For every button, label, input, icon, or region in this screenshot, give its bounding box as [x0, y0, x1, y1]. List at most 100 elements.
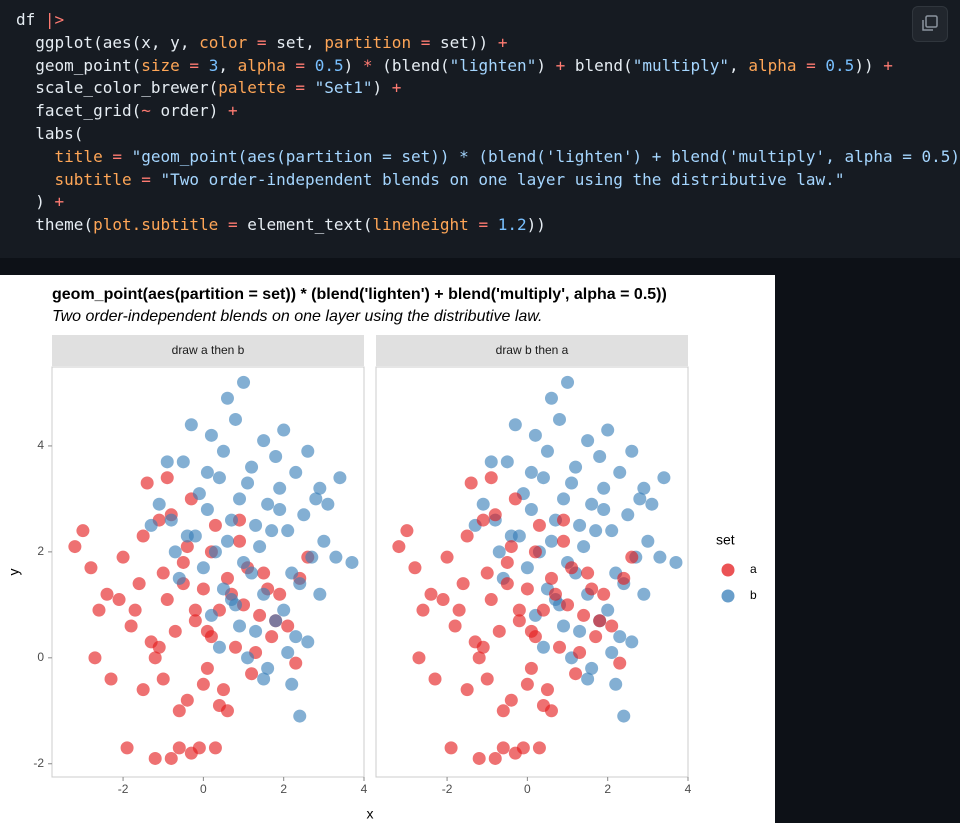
point [188, 614, 202, 628]
point [540, 444, 554, 458]
point [184, 418, 198, 432]
point [573, 518, 587, 532]
x-tick-label: 4 [685, 782, 692, 796]
chart-title: geom_point(aes(partition = set)) * (blen… [52, 286, 667, 303]
point [524, 465, 538, 479]
point [160, 471, 174, 485]
point [484, 593, 498, 607]
point [224, 513, 238, 527]
point [456, 577, 470, 591]
point [593, 450, 607, 464]
point [416, 603, 430, 617]
point [625, 444, 639, 458]
point [345, 555, 359, 569]
point [321, 497, 335, 511]
copy-button[interactable] [912, 6, 948, 42]
point [561, 375, 575, 389]
point [496, 741, 510, 755]
point [569, 460, 583, 474]
point [216, 444, 230, 458]
point [400, 524, 414, 538]
point [136, 529, 150, 543]
x-tick-label: -2 [442, 782, 453, 796]
point [601, 603, 615, 617]
point [204, 428, 218, 442]
point [653, 550, 667, 564]
point [136, 683, 150, 697]
x-axis-title: x [367, 806, 374, 822]
point [200, 502, 214, 516]
point [88, 651, 102, 665]
point [577, 608, 591, 622]
point [641, 534, 655, 548]
legend-swatch [721, 589, 735, 603]
legend-label: b [750, 588, 757, 602]
point [208, 518, 222, 532]
point [597, 481, 611, 495]
point [605, 646, 619, 660]
point [557, 534, 571, 548]
point [452, 603, 466, 617]
y-tick-label: 4 [37, 438, 44, 452]
point [116, 550, 130, 564]
point [208, 741, 222, 755]
point [212, 698, 226, 712]
point [216, 582, 230, 596]
point [512, 614, 526, 628]
point [581, 434, 595, 448]
point [488, 751, 502, 765]
point [245, 667, 259, 681]
point [617, 571, 631, 585]
point [504, 529, 518, 543]
point [261, 497, 275, 511]
point [524, 502, 538, 516]
point [601, 423, 615, 437]
point [484, 471, 498, 485]
point [428, 672, 442, 686]
point [637, 481, 651, 495]
point [613, 630, 627, 644]
point [313, 587, 327, 601]
point [573, 624, 587, 638]
point [544, 571, 558, 585]
code-line: subtitle = "Two order-independent blends… [54, 169, 845, 189]
point [536, 603, 550, 617]
point [301, 635, 315, 649]
y-tick-label: 0 [37, 650, 44, 664]
point [557, 492, 571, 506]
point [253, 608, 267, 622]
point [237, 375, 251, 389]
point [553, 640, 567, 654]
point [605, 619, 619, 633]
legend-label: a [750, 562, 757, 576]
point [524, 661, 538, 675]
point [84, 561, 98, 575]
point [220, 571, 234, 585]
point [597, 502, 611, 516]
legend-swatch [721, 563, 735, 577]
facet-strip [52, 335, 364, 366]
point [392, 540, 406, 554]
code-line: df |> [16, 10, 65, 29]
code-block: df |> ggplot(aes(x, y, color = set, part… [0, 0, 960, 258]
point [520, 677, 534, 691]
point [261, 661, 275, 675]
point [504, 693, 518, 707]
point [532, 741, 546, 755]
point [565, 561, 579, 575]
point [289, 630, 303, 644]
point [613, 465, 627, 479]
point [476, 513, 490, 527]
point [593, 614, 607, 628]
x-tick-label: 2 [280, 782, 287, 796]
point [241, 476, 255, 490]
point [124, 619, 138, 633]
point [245, 460, 259, 474]
point [220, 391, 234, 405]
x-tick-label: 2 [604, 782, 611, 796]
point [524, 624, 538, 638]
point [289, 656, 303, 670]
point [172, 741, 186, 755]
point [180, 540, 194, 554]
